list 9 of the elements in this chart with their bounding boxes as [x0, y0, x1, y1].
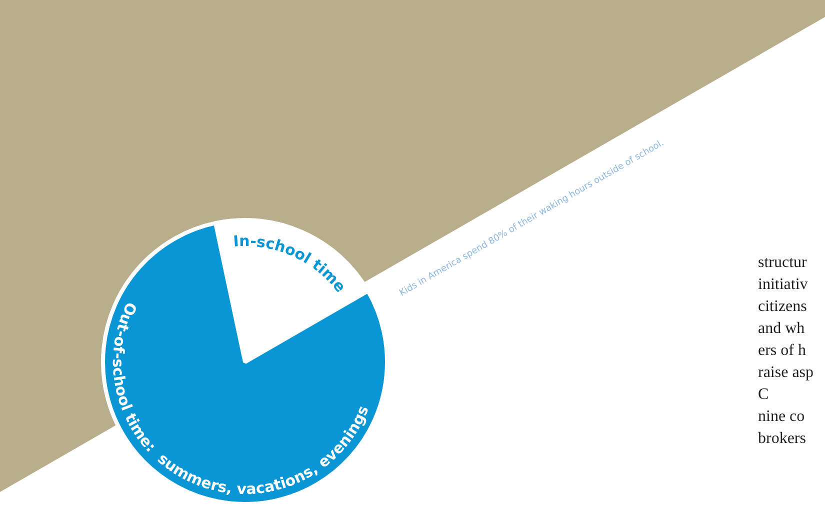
text: nine co [758, 407, 806, 427]
text: and wh [758, 319, 806, 339]
text: brokers [758, 429, 807, 449]
text: initiativ [758, 275, 809, 295]
text: C [758, 385, 770, 405]
text: citizens [758, 297, 808, 317]
text: structur [758, 253, 808, 273]
text: raise asp [758, 363, 814, 383]
text: ers of h [758, 341, 807, 361]
